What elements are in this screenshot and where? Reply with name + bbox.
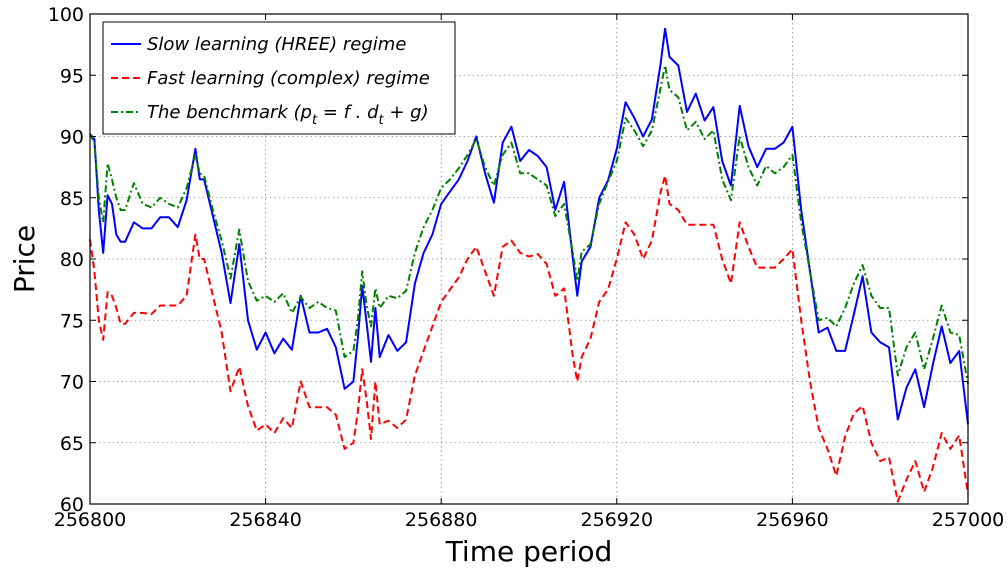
x-tick-label: 257000 bbox=[932, 509, 1005, 531]
y-tick-label: 60 bbox=[60, 494, 84, 516]
legend-benchmark-subscript: t bbox=[379, 113, 385, 128]
legend-label-benchmark: The benchmark (pt = f . dt + g) bbox=[147, 102, 429, 128]
legend-benchmark-part: The benchmark (p bbox=[147, 102, 312, 123]
series-line-fast-learning bbox=[89, 174, 969, 503]
y-axis-title: Price bbox=[8, 225, 41, 293]
axis-ticks: 60 65 70 75 80 85 90 95 100 256800 256840 256880 256… bbox=[48, 4, 1005, 531]
series-lines bbox=[89, 27, 969, 503]
x-tick-label: 256840 bbox=[229, 509, 302, 531]
y-tick-label: 65 bbox=[60, 433, 84, 455]
x-tick-label: 256920 bbox=[581, 509, 654, 531]
y-tick-label: 90 bbox=[60, 127, 84, 149]
x-axis-title: Time period bbox=[445, 535, 613, 568]
series-line-benchmark bbox=[89, 64, 969, 385]
x-tick-label: 256880 bbox=[405, 509, 478, 531]
y-tick-label: 100 bbox=[48, 4, 84, 26]
y-tick-label: 85 bbox=[60, 188, 84, 210]
y-tick-label: 75 bbox=[60, 310, 84, 332]
legend-benchmark-part: + g) bbox=[384, 102, 429, 123]
y-tick-label: 95 bbox=[60, 65, 84, 87]
x-tick-label: 256800 bbox=[54, 509, 127, 531]
legend-benchmark-subscript: t bbox=[312, 113, 318, 128]
legend-label-fast: Fast learning (complex) regime bbox=[147, 68, 430, 89]
y-tick-label: 80 bbox=[60, 249, 84, 271]
y-tick-label: 70 bbox=[60, 372, 84, 394]
legend-label-slow: Slow learning (HREE) regime bbox=[147, 34, 406, 55]
series-line-slow-learning bbox=[89, 27, 969, 425]
legend-benchmark-part: = f . d bbox=[317, 102, 379, 123]
legend: Slow learning (HREE) regime Fast learnin… bbox=[102, 21, 456, 135]
x-tick-label: 256960 bbox=[756, 509, 829, 531]
legend-box bbox=[102, 21, 456, 135]
